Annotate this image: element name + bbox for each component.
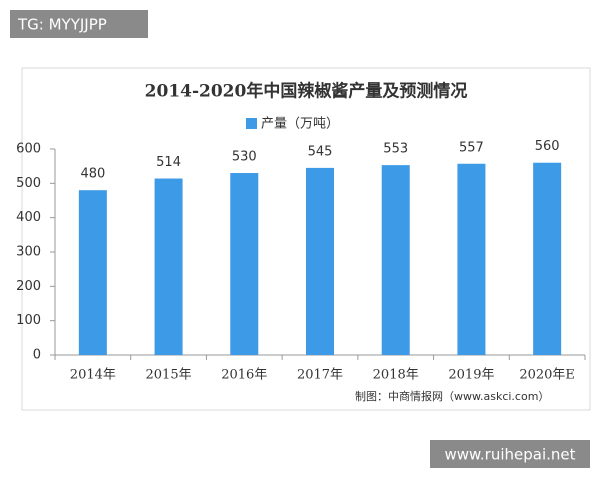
x-tick-label: 2014年 [70, 368, 116, 383]
y-tick-label: 0 [33, 348, 41, 363]
y-tick-label: 300 [16, 245, 41, 260]
y-tick-label: 500 [16, 176, 41, 191]
overlay-label: www.ruihepai.net [444, 446, 575, 464]
chart-title: 2014-2020年中国辣椒酱产量及预测情况 [145, 81, 468, 102]
x-tick-label: 2016年 [221, 368, 267, 383]
x-tick-label: 2015年 [146, 368, 192, 383]
value-label: 514 [156, 155, 181, 170]
x-tick-label: 2019年 [448, 368, 494, 383]
bar [306, 167, 334, 355]
y-tick-label: 600 [16, 142, 41, 157]
y-tick-label: 100 [16, 313, 41, 328]
value-label: 553 [383, 142, 408, 157]
value-label: 560 [535, 139, 560, 154]
overlay-box [430, 440, 590, 468]
x-tick-label: 2020年E [519, 368, 575, 383]
value-label: 480 [80, 167, 105, 182]
value-label: 557 [459, 140, 484, 155]
legend-label: 产量（万吨） [261, 117, 339, 132]
bar [533, 162, 562, 355]
x-tick-label: 2017年 [297, 368, 343, 383]
bar [78, 190, 107, 355]
bar [154, 178, 183, 355]
bar [381, 165, 410, 355]
y-tick-label: 200 [16, 279, 41, 294]
overlay-label: TG: MYYJJPP [17, 16, 107, 34]
bar [457, 163, 486, 355]
legend-swatch [246, 118, 257, 129]
value-label: 545 [308, 144, 333, 159]
overlay-box [10, 10, 148, 38]
y-tick-label: 400 [16, 210, 41, 225]
source-note: 制图：中商情报网（www.askci.com） [355, 389, 549, 403]
value-label: 530 [232, 150, 257, 165]
bar [230, 173, 259, 355]
x-tick-label: 2018年 [373, 368, 419, 383]
